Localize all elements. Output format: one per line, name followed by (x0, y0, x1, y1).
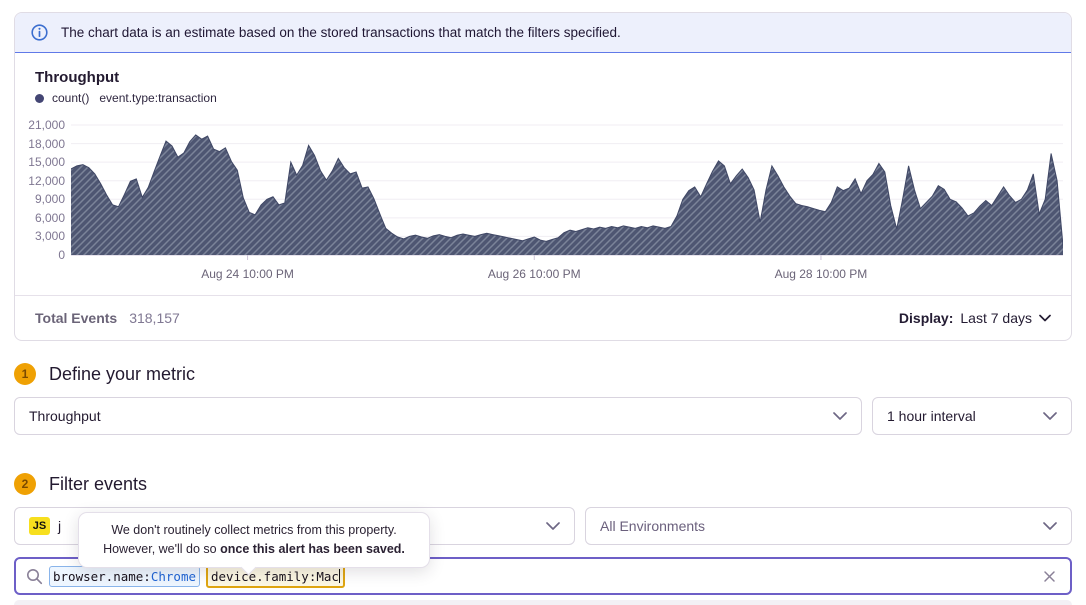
total-events-label: Total Events (35, 310, 118, 326)
legend-series-label: count() (52, 91, 90, 105)
filter-events-title: Filter events (49, 473, 148, 494)
project-select-value: j (58, 518, 62, 534)
property-warning-tooltip: We don't routinely collect metrics from … (78, 512, 430, 576)
chart-title: Throughput (35, 69, 120, 86)
search-icon (26, 568, 43, 585)
text-cursor (338, 569, 340, 583)
chart-footer: Total Events 318,157 Display: Last 7 day… (15, 295, 1071, 340)
tooltip-line2: However, we'll do so once this alert has… (103, 541, 405, 556)
y-axis-label: 21,000 (28, 118, 65, 132)
legend-series-dot (35, 93, 44, 103)
chevron-down-icon (546, 522, 560, 530)
total-events-value: 318,157 (129, 310, 180, 326)
environment-select[interactable]: All Environments (585, 507, 1072, 545)
interval-select[interactable]: 1 hour interval (872, 397, 1072, 435)
y-axis-label: 6,000 (34, 210, 65, 225)
display-period-dropdown[interactable]: Display: Last 7 days (899, 310, 1051, 326)
chart-panel: The chart data is an estimate based on t… (14, 12, 1072, 341)
display-label: Display: (898, 310, 954, 326)
banner-text: The chart data is an estimate based on t… (61, 25, 621, 40)
y-axis-label: 9,000 (34, 192, 65, 207)
chevron-down-icon (833, 412, 847, 420)
throughput-area-series (71, 134, 1063, 255)
y-axis-label: 0 (58, 248, 65, 262)
environment-select-value: All Environments (600, 518, 706, 534)
chevron-down-icon (1043, 522, 1057, 530)
y-axis-label: 12,000 (28, 173, 65, 188)
y-axis-label: 3,000 (34, 229, 65, 244)
chart-legend: count() event.type:transaction (35, 91, 1051, 105)
next-field-peek (14, 600, 1072, 605)
x-axis-label: Aug 26 10:00 PM (487, 267, 581, 281)
search-token-browser-name[interactable]: browser.name:Chrome (49, 565, 200, 587)
define-metric-title: Define your metric (49, 363, 196, 384)
throughput-chart[interactable]: 0 3,000 6,000 9,000 12,000 15,000 18,000 21,000… (15, 107, 1071, 295)
info-icon (31, 24, 48, 41)
tooltip-line1: We don't routinely collect metrics from … (111, 523, 397, 537)
display-value: Last 7 days (960, 310, 1032, 326)
throughput-chart-svg[interactable] (71, 107, 1063, 263)
interval-select-value: 1 hour interval (887, 408, 976, 424)
search-token-device-family[interactable]: device.family: Mac (206, 564, 345, 588)
javascript-platform-icon: JS (29, 517, 50, 535)
filter-events-heading: 2 Filter events (14, 473, 1072, 495)
step-1-badge: 1 (14, 363, 36, 385)
x-axis-label: Aug 28 10:00 PM (774, 267, 868, 281)
chevron-down-icon (1043, 412, 1057, 420)
chart-header: Throughput count() event.type:transactio… (15, 53, 1071, 105)
filter-area: JS j All Environments We don't routinely… (14, 507, 1072, 605)
metric-select-value: Throughput (29, 408, 101, 424)
chevron-down-icon (1039, 314, 1051, 322)
total-events: Total Events 318,157 (35, 310, 180, 326)
step-2-badge: 2 (14, 473, 36, 495)
x-axis-label: Aug 24 10:00 PM (201, 267, 294, 281)
define-metric-row: Throughput 1 hour interval (14, 397, 1072, 435)
y-axis-label: 18,000 (28, 136, 65, 151)
clear-search-button[interactable] (1043, 570, 1056, 583)
y-axis-label: 15,000 (28, 155, 65, 170)
metric-select[interactable]: Throughput (14, 397, 862, 435)
define-metric-heading: 1 Define your metric (14, 363, 1072, 385)
info-banner: The chart data is an estimate based on t… (15, 13, 1071, 53)
legend-query-label: event.type:transaction (99, 91, 217, 105)
